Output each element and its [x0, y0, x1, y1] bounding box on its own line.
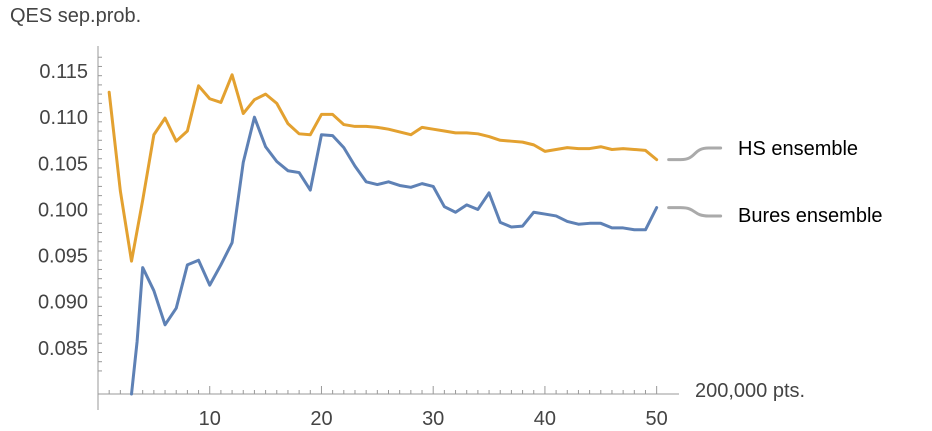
x-tick-label: 20 — [310, 408, 332, 430]
legend-connector-bures — [667, 206, 723, 218]
x-tick-label: 40 — [534, 408, 556, 430]
series-layer — [107, 73, 659, 396]
legend-label-bures: Bures ensemble — [738, 205, 883, 227]
y-ticks: 0.085 0.090 0.095 0.100 0.105 0.110 0.115 — [38, 56, 102, 372]
y-axis-label: QES sep.prob. — [10, 5, 141, 27]
x-tick-label: 30 — [422, 408, 444, 430]
legend-label-hs: HS ensemble — [738, 138, 858, 160]
y-tick-label: 0.100 — [38, 199, 88, 221]
y-tick-label: 0.110 — [39, 107, 88, 129]
legend: HS ensemble Bures ensemble — [667, 138, 883, 227]
series-line-bures — [130, 115, 659, 396]
y-tick-label: 0.095 — [38, 246, 88, 268]
x-axis-label: 200,000 pts. — [695, 380, 805, 402]
x-ticks: 10 20 30 40 50 — [97, 386, 668, 430]
y-tick-label: 0.085 — [38, 338, 88, 360]
x-tick-label: 10 — [199, 408, 221, 430]
series-line-hs — [107, 73, 659, 263]
x-tick-label: 50 — [646, 408, 668, 430]
axes: 10 20 30 40 50 0.085 0.090 0.095 0.100 0.105 0.11… — [38, 46, 679, 430]
y-tick-label: 0.105 — [38, 153, 88, 175]
legend-connector-hs — [667, 146, 723, 162]
y-tick-label: 0.090 — [38, 292, 88, 314]
y-tick-label: 0.115 — [39, 61, 88, 83]
